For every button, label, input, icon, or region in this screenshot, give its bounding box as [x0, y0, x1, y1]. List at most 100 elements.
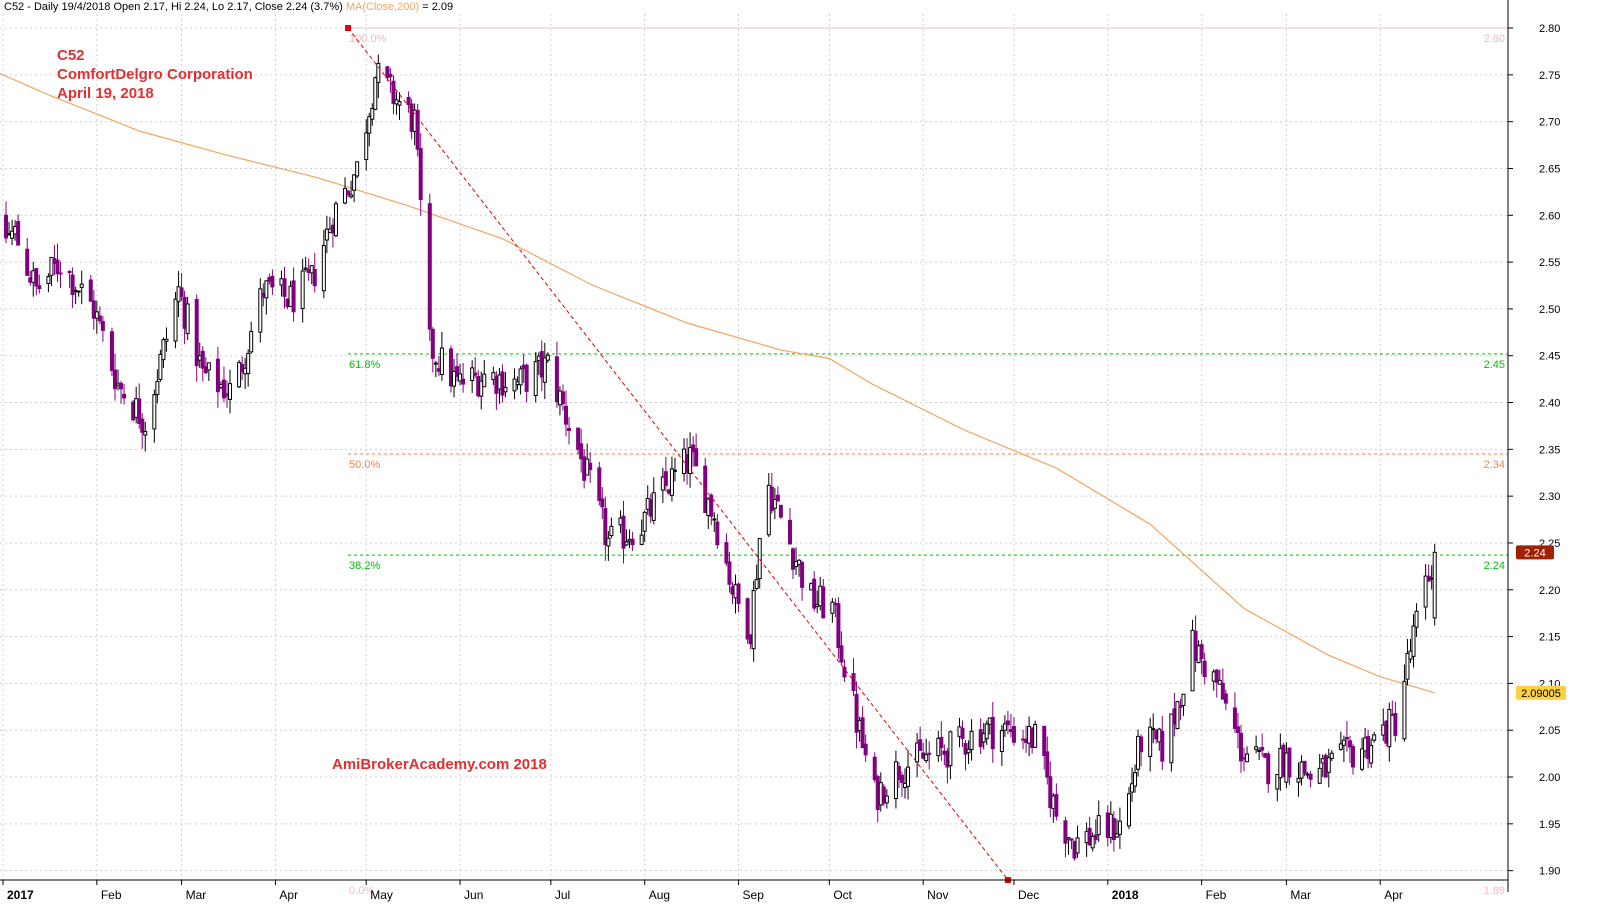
- candle-body: [712, 518, 717, 521]
- candle-body: [791, 548, 796, 570]
- candle-body: [1296, 777, 1301, 783]
- candle-body: [97, 315, 102, 322]
- header-prefix: C52 - Daily 19/4/2018 Open 2.17, Hi 2.24…: [4, 1, 343, 13]
- candle-body: [249, 330, 254, 353]
- fib-price-label: 2.34: [1484, 459, 1505, 471]
- candle-body: [1178, 705, 1183, 708]
- x-tick-label: Jun: [464, 888, 483, 902]
- candle-body: [1238, 732, 1243, 762]
- candle-body: [966, 748, 971, 754]
- candle-body: [839, 645, 844, 663]
- candle-body: [439, 347, 444, 375]
- y-tick-label: 2.20: [1539, 585, 1560, 597]
- candle-body: [94, 311, 99, 319]
- candle-body: [884, 795, 889, 804]
- candle-body: [663, 471, 668, 486]
- candle-body: [455, 366, 460, 377]
- candle-body: [1175, 701, 1180, 729]
- candle-body: [1235, 726, 1240, 733]
- candle-body: [76, 290, 81, 293]
- candle-body: [603, 508, 608, 546]
- candle-body: [1266, 753, 1271, 785]
- candle-body: [367, 116, 372, 134]
- candle-body: [1347, 740, 1352, 748]
- candle-body: [694, 448, 699, 467]
- candle-body: [355, 161, 360, 177]
- candle-body: [751, 590, 756, 650]
- candle-body: [158, 353, 163, 380]
- candle-body: [624, 541, 629, 546]
- x-tick-label: Apr: [279, 888, 298, 902]
- candle-body: [860, 717, 865, 749]
- price-badges: 2.24 2.09005: [1516, 545, 1566, 700]
- candle-body: [321, 244, 326, 292]
- candle-body: [4, 214, 9, 239]
- candle-body: [373, 77, 378, 110]
- candle-body: [939, 736, 944, 749]
- candle-body: [1075, 837, 1080, 854]
- candle-body: [772, 498, 777, 509]
- y-tick-label: 2.00: [1539, 772, 1560, 784]
- ma-price-badge-label: 2.09005: [1521, 688, 1561, 700]
- candle-body: [639, 534, 644, 545]
- candle-body: [70, 274, 75, 296]
- candle-body: [109, 331, 114, 371]
- candle-body: [1096, 815, 1101, 836]
- x-tick-label: Apr: [1384, 888, 1403, 902]
- candle-body: [1002, 723, 1007, 731]
- candle-body: [79, 283, 84, 288]
- candle-body: [433, 362, 438, 365]
- candle-body: [518, 368, 523, 386]
- candle-body: [899, 774, 904, 783]
- y-tick-label: 2.40: [1539, 398, 1560, 410]
- candle-body: [999, 730, 1004, 753]
- candle-body: [1232, 707, 1237, 729]
- candle-body: [452, 370, 457, 387]
- candle-body: [863, 743, 868, 756]
- candle-body: [1302, 760, 1307, 774]
- candle-body: [787, 519, 792, 545]
- close-price-badge-label: 2.24: [1524, 547, 1545, 559]
- header-ma-value: = 2.09: [419, 1, 454, 13]
- candle-body: [427, 203, 432, 330]
- trendline: [347, 27, 1009, 881]
- candle-body: [821, 586, 826, 619]
- candle-body: [542, 357, 547, 383]
- candle-body: [206, 362, 211, 371]
- candle-body: [1329, 752, 1334, 760]
- candle-body: [448, 348, 453, 387]
- candle-body: [1257, 750, 1262, 753]
- candle-body: [576, 427, 581, 450]
- candle-body: [215, 358, 220, 393]
- candle-body: [228, 383, 233, 400]
- candle-body: [143, 431, 148, 436]
- candle-body: [349, 194, 354, 198]
- candle-body: [1254, 746, 1259, 750]
- candle-body: [893, 761, 898, 800]
- candle-body: [473, 372, 478, 376]
- candle-body: [237, 362, 242, 388]
- x-tick-label: Mar: [186, 888, 207, 902]
- x-tick-label: Dec: [1018, 888, 1039, 902]
- candle-body: [948, 731, 953, 767]
- y-tick-label: 2.05: [1539, 725, 1560, 737]
- y-tick-label: 2.65: [1539, 163, 1560, 175]
- y-tick-label: 2.55: [1539, 257, 1560, 269]
- candle-body: [16, 221, 21, 246]
- candle-body: [1042, 725, 1047, 757]
- candle-body: [1130, 783, 1135, 793]
- candle-body: [915, 742, 920, 763]
- candle-body: [333, 203, 338, 237]
- trendline-start-marker: [345, 25, 352, 32]
- x-tick-label: Oct: [833, 888, 852, 902]
- moving-average: [0, 72, 1435, 694]
- y-tick-label: 2.50: [1539, 304, 1560, 316]
- candle-body: [140, 418, 145, 433]
- candle-body: [37, 285, 42, 290]
- candle-body: [343, 187, 348, 204]
- candle-body: [927, 752, 932, 755]
- candle-body: [669, 468, 674, 496]
- ma-price-badge: [1516, 685, 1566, 700]
- candle-body: [1275, 774, 1280, 790]
